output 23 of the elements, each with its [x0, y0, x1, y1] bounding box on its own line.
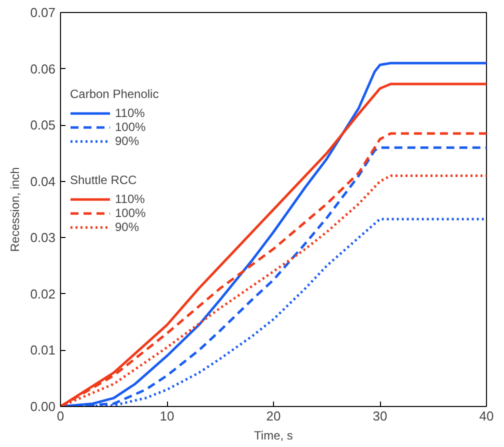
- annotation: Carbon Phenolic: [70, 87, 159, 101]
- y-tick-label: 0.02: [30, 286, 56, 302]
- y-tick-label: 0.06: [30, 61, 56, 76]
- y-tick-label: 0.07: [30, 5, 56, 20]
- x-tick-label: 0: [56, 408, 64, 424]
- annotation: Shuttle RCC: [70, 173, 138, 187]
- y-axis-title: Recession, inch: [8, 167, 22, 252]
- y-tick-label: 0.01: [30, 342, 56, 358]
- x-tick-label: 30: [372, 408, 388, 424]
- legend-label: 100%: [115, 120, 146, 134]
- x-tick-label: 10: [160, 408, 174, 424]
- legend-label: 110%: [115, 106, 145, 120]
- legend-label: 90%: [115, 220, 140, 234]
- y-tick-label: 0.03: [30, 230, 56, 246]
- y-tick-label: 0.00: [30, 399, 56, 414]
- legend-label: 110%: [115, 192, 145, 206]
- x-tick-label: 20: [266, 408, 281, 424]
- legend-label: 90%: [115, 134, 140, 148]
- x-tick-label: 40: [479, 408, 494, 424]
- y-tick-label: 0.04: [30, 174, 56, 189]
- x-axis-title: Time, s: [254, 428, 293, 442]
- legend-label: 100%: [115, 206, 146, 220]
- y-tick-label: 0.05: [30, 118, 56, 133]
